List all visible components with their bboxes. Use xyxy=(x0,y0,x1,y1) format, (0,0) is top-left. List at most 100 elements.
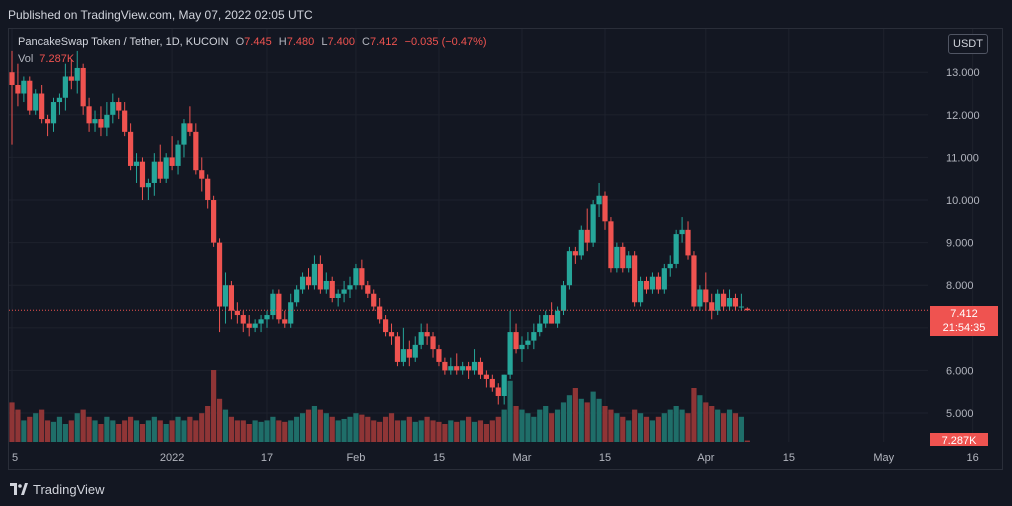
symbol-title[interactable]: PancakeSwap Token / Tether, 1D, KUCOIN xyxy=(18,36,229,48)
candle xyxy=(240,310,246,333)
candle xyxy=(80,63,86,115)
candle-body xyxy=(715,293,721,311)
volume-bar xyxy=(33,413,39,442)
candle-body xyxy=(163,157,169,179)
volume-bar xyxy=(394,420,401,442)
top-bar: Published on TradingView.com, May 07, 20… xyxy=(0,0,1012,28)
candle-body xyxy=(335,293,341,299)
candle xyxy=(299,272,306,294)
volume-bar xyxy=(258,421,264,442)
candlestick-chart[interactable]: 5.0006.0007.0008.0009.00010.00011.00012.… xyxy=(0,28,1012,470)
high-value: 7.480 xyxy=(286,36,315,48)
candle-body xyxy=(68,76,74,81)
volume-bar xyxy=(495,416,501,442)
candle xyxy=(400,327,406,367)
volume-bar xyxy=(448,420,454,442)
candle-body xyxy=(489,378,495,388)
candle xyxy=(341,280,347,303)
candle-body xyxy=(697,289,703,307)
candle-body xyxy=(270,293,276,316)
candle-body xyxy=(424,332,430,337)
brand-name: TradingView xyxy=(33,481,105,497)
candle xyxy=(163,153,169,183)
candle xyxy=(525,332,531,350)
low-value: 7.400 xyxy=(327,36,355,48)
candle xyxy=(175,140,181,175)
candle-body xyxy=(596,195,602,205)
candle-body xyxy=(525,340,531,345)
candle-body xyxy=(199,170,205,179)
time-tick-label: 2022 xyxy=(160,452,184,464)
candle xyxy=(667,255,673,277)
volume-bar xyxy=(418,420,424,442)
candle xyxy=(139,157,146,201)
candle xyxy=(549,302,555,324)
candle xyxy=(205,174,211,209)
volume-bar xyxy=(406,416,412,442)
volume-bar xyxy=(311,406,318,442)
candle-body xyxy=(661,268,667,290)
close-value: 7.412 xyxy=(369,36,398,48)
volume-bar xyxy=(572,388,578,442)
candle-body xyxy=(128,131,134,166)
candle-body xyxy=(353,268,359,286)
candle xyxy=(33,89,39,115)
volume-bar xyxy=(68,420,74,442)
candle-body xyxy=(513,332,519,350)
candle xyxy=(371,289,377,311)
volume-bar xyxy=(554,409,561,442)
candle-body xyxy=(388,332,395,337)
volume-bar xyxy=(294,416,300,442)
candle-body xyxy=(602,195,608,222)
volume-bar xyxy=(246,424,252,442)
candle-body xyxy=(418,332,424,345)
candle xyxy=(543,310,549,328)
candle xyxy=(9,50,15,145)
volume-bar xyxy=(460,420,466,442)
candle-body xyxy=(632,255,638,303)
candles xyxy=(9,50,750,405)
volume-bar xyxy=(157,420,163,442)
tradingview-logo[interactable]: TradingView xyxy=(10,481,105,497)
candle xyxy=(501,374,507,405)
volume-bar xyxy=(139,424,146,442)
candle xyxy=(454,353,460,375)
candle-body xyxy=(507,332,513,375)
candle-body xyxy=(726,298,733,307)
candle-body xyxy=(436,349,442,362)
volume-bar xyxy=(39,409,45,442)
volume-bar xyxy=(430,420,436,442)
candle xyxy=(27,76,33,115)
candle xyxy=(626,251,632,273)
candle-body xyxy=(365,285,371,294)
volume-bar xyxy=(371,420,377,442)
time-axis[interactable]: 5 2022 17 Feb 15 Mar 15 Apr 15 May 16 xyxy=(12,452,979,464)
candle-body xyxy=(205,178,211,201)
candle xyxy=(288,293,294,328)
candle-body xyxy=(187,123,193,132)
volume-bar xyxy=(347,416,353,442)
tradingview-logo-icon xyxy=(10,483,28,495)
candle xyxy=(98,106,104,137)
candle-body xyxy=(673,234,679,264)
volume-bar xyxy=(620,416,626,442)
volume-bar xyxy=(715,409,721,442)
candle-body xyxy=(288,302,294,324)
candle xyxy=(270,289,276,320)
volume-label[interactable]: Vol xyxy=(18,53,34,65)
candle xyxy=(44,114,51,137)
price-axis[interactable]: 5.0006.0007.0008.0009.00010.00011.00012.… xyxy=(946,67,980,420)
volume-bar xyxy=(145,420,151,442)
candle-body xyxy=(466,366,472,371)
candle-body xyxy=(400,349,406,362)
candle xyxy=(317,255,323,294)
candle-body xyxy=(317,263,323,290)
candle-body xyxy=(80,67,86,107)
volume-bar xyxy=(703,402,709,442)
volume-legend: Vol 7.287K xyxy=(18,53,74,65)
candle xyxy=(418,323,424,350)
candle-body xyxy=(264,315,270,320)
candle xyxy=(560,280,567,316)
volume-bar xyxy=(637,413,644,442)
currency-button[interactable]: USDT xyxy=(948,34,988,54)
